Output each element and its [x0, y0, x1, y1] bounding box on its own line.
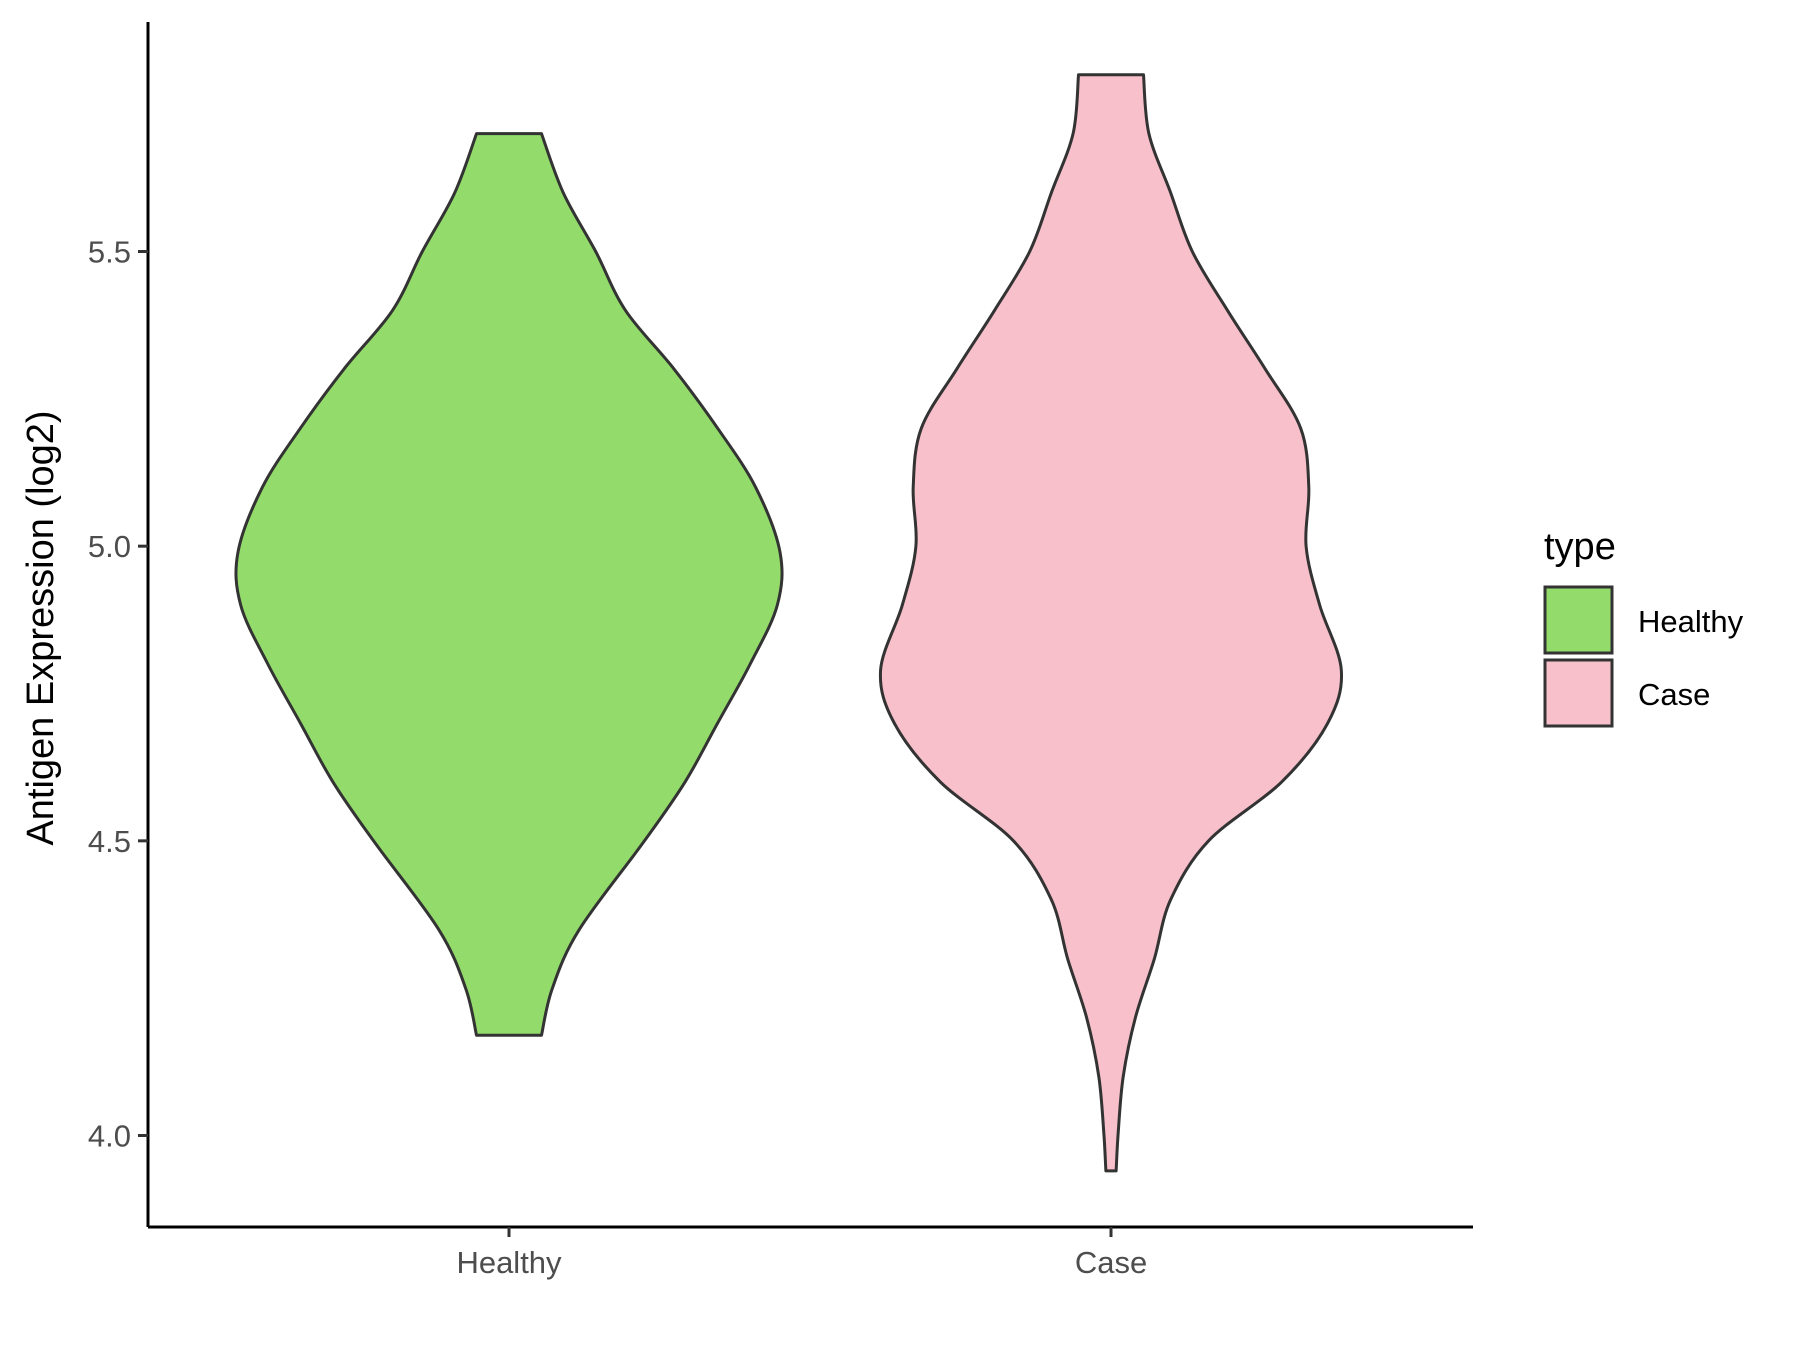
legend-label-healthy: Healthy [1638, 604, 1744, 639]
legend-label-case: Case [1638, 677, 1710, 712]
y-tick-label: 5.0 [88, 529, 131, 564]
legend-key-case [1543, 658, 1614, 728]
legend-key-healthy [1543, 585, 1614, 655]
x-tick-label-healthy: Healthy [456, 1245, 562, 1280]
legend-title: type [1544, 526, 1616, 568]
x-axis: Healthy Case [148, 1225, 1473, 1280]
y-axis: 4.0 4.5 5.0 5.5 [88, 22, 150, 1227]
violin-case [878, 73, 1344, 1173]
y-tick-label: 5.5 [88, 235, 131, 270]
plot-area [234, 73, 1344, 1173]
y-axis-title: Antigen Expression (log2) [20, 410, 62, 845]
violin-healthy [234, 132, 784, 1037]
legend: type Healthy Case [1543, 526, 1744, 728]
x-tick-label-case: Case [1075, 1245, 1147, 1280]
y-tick-label: 4.0 [88, 1119, 131, 1154]
y-tick-label: 4.5 [88, 824, 131, 859]
